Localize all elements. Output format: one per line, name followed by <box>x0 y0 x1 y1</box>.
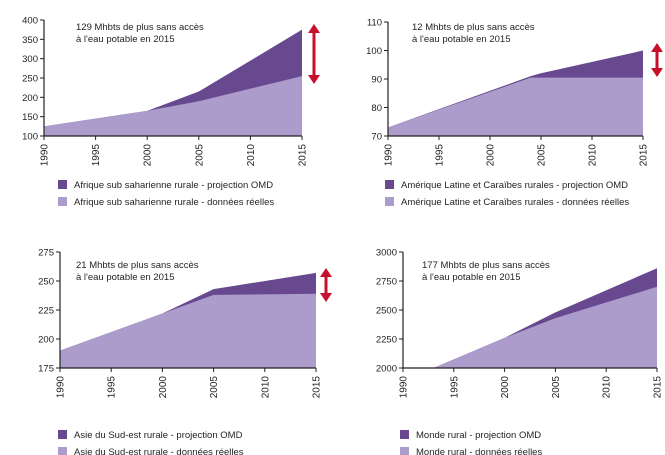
chart-2-y-tick-label: 100 <box>366 46 382 57</box>
chart-1-x-tick-label: 2000 <box>143 144 154 167</box>
chart-2-annotation-line: 12 Mhbts de plus sans accès <box>412 22 535 33</box>
chart-3-annotation-line: à l'eau potable en 2015 <box>76 272 174 283</box>
chart-3-x-tick-label: 2010 <box>260 376 271 399</box>
chart-1-y-tick-label: 250 <box>22 74 38 85</box>
chart-2-legend-label: Amérique Latine et Caraïbes rurales - do… <box>401 197 629 208</box>
chart-4-legend-swatch <box>400 430 409 439</box>
chart-4-x-tick-label: 1995 <box>449 376 460 399</box>
chart-1-x-tick-label: 2010 <box>246 144 257 167</box>
chart-4-x-tick-label: 2015 <box>653 376 664 399</box>
chart-4-y-tick-label: 3000 <box>376 248 397 259</box>
chart-1-area-donnees-reelles <box>44 76 302 136</box>
chart-3-y-tick-label: 200 <box>38 335 54 346</box>
chart-1-legend-swatch <box>58 197 67 206</box>
chart-1-arrow-head-up <box>308 24 320 33</box>
chart-1-annotation-line: 129 Mhbts de plus sans accès <box>76 22 204 33</box>
chart-1-x-tick-label: 1990 <box>40 144 51 167</box>
chart-1-y-tick-label: 400 <box>22 16 38 27</box>
chart-1-y-tick-label: 300 <box>22 54 38 65</box>
chart-4-annotation-line: à l'eau potable en 2015 <box>422 272 520 283</box>
chart-3-y-tick-label: 225 <box>38 306 54 317</box>
chart-2-x-tick-label: 1995 <box>435 144 446 167</box>
chart-1-legend-label: Afrique sub saharienne rurale - données … <box>74 197 274 208</box>
chart-3-x-tick-label: 2005 <box>209 376 220 399</box>
chart-4-x-tick-label: 2005 <box>551 376 562 399</box>
chart-3-y-tick-label: 250 <box>38 277 54 288</box>
chart-4-y-tick-label: 2000 <box>376 364 397 375</box>
chart-2-x-tick-label: 1990 <box>384 144 395 167</box>
chart-4-legend-label: Monde rural - projection OMD <box>416 430 541 441</box>
chart-2-arrow-head-down <box>651 68 663 77</box>
chart-1-y-tick-label: 150 <box>22 112 38 123</box>
chart-3-area-donnees-reelles <box>60 293 316 368</box>
chart-4-x-tick-label: 2010 <box>602 376 613 399</box>
chart-3-legend-swatch <box>58 447 67 455</box>
chart-2-area-donnees-reelles <box>388 77 643 136</box>
chart-1-x-tick-label: 1995 <box>91 144 102 167</box>
chart-4-area-donnees-reelles <box>433 286 657 368</box>
chart-1-y-tick-label: 350 <box>22 35 38 46</box>
chart-3-y-tick-label: 175 <box>38 364 54 375</box>
chart-4-x-tick-label: 2000 <box>500 376 511 399</box>
chart-2-arrow-head-up <box>651 43 663 52</box>
chart-2-legend-swatch <box>385 197 394 206</box>
chart-2-y-tick-label: 80 <box>371 103 382 114</box>
chart-3-arrow-head-down <box>320 293 332 302</box>
chart-1-x-tick-label: 2005 <box>194 144 205 167</box>
chart-4-legend-label: Monde rural - données réelles <box>416 447 542 455</box>
chart-4-y-tick-label: 2750 <box>376 277 397 288</box>
chart-1-legend-label: Afrique sub saharienne rurale - projecti… <box>74 180 273 191</box>
chart-4-y-tick-label: 2500 <box>376 306 397 317</box>
chart-2-y-tick-label: 70 <box>371 132 382 143</box>
chart-1-x-tick-label: 2015 <box>298 144 309 167</box>
chart-1-y-tick-label: 100 <box>22 132 38 143</box>
chart-4-annotation-line: 177 Mhbts de plus sans accès <box>422 260 550 271</box>
chart-3-y-tick-label: 275 <box>38 248 54 259</box>
chart-2-legend-label: Amérique Latine et Caraïbes rurales - pr… <box>401 180 628 191</box>
chart-1-legend-swatch <box>58 180 67 189</box>
chart-3-annotation-line: 21 Mhbts de plus sans accès <box>76 260 199 271</box>
chart-3-x-tick-label: 1990 <box>56 376 67 399</box>
chart-2-x-tick-label: 2010 <box>588 144 599 167</box>
chart-3-arrow-head-up <box>320 268 332 277</box>
chart-3-x-tick-label: 2015 <box>312 376 323 399</box>
chart-2-x-tick-label: 2005 <box>537 144 548 167</box>
chart-4-legend-swatch <box>400 447 409 455</box>
chart-2-x-tick-label: 2015 <box>639 144 650 167</box>
chart-1-y-tick-label: 200 <box>22 93 38 104</box>
chart-3-legend-label: Asie du Sud-est rurale - projection OMD <box>74 430 243 441</box>
chart-2-annotation-line: à l'eau potable en 2015 <box>412 34 510 45</box>
chart-4-y-tick-label: 2250 <box>376 335 397 346</box>
chart-3-x-tick-label: 2000 <box>158 376 169 399</box>
chart-2-x-tick-label: 2000 <box>486 144 497 167</box>
chart-2-y-tick-label: 90 <box>371 75 382 86</box>
chart-2-legend-swatch <box>385 180 394 189</box>
chart-4-x-tick-label: 1990 <box>399 376 410 399</box>
chart-3-legend-label: Asie du Sud-est rurale - données réelles <box>74 447 244 455</box>
chart-3-legend-swatch <box>58 430 67 439</box>
chart-1-annotation-line: à l'eau potable en 2015 <box>76 34 174 45</box>
chart-1-arrow-head-down <box>308 75 320 84</box>
chart-3-x-tick-label: 1995 <box>107 376 118 399</box>
chart-2-y-tick-label: 110 <box>367 18 382 29</box>
